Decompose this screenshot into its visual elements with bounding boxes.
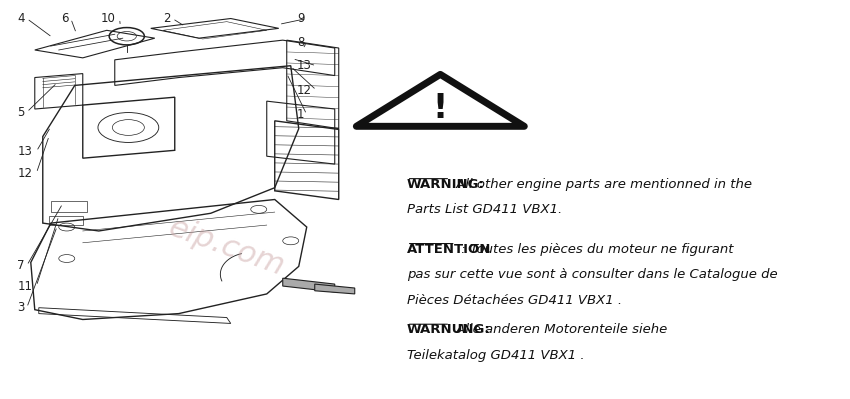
Text: 1: 1 [298,108,304,121]
Text: 4: 4 [17,12,25,25]
Text: pas sur cette vue sont à consulter dans le Catalogue de: pas sur cette vue sont à consulter dans … [407,269,778,281]
Text: !: ! [433,92,448,125]
Polygon shape [283,278,335,292]
Text: 8: 8 [298,36,304,49]
Text: WARNING:: WARNING: [407,178,484,191]
Text: 13: 13 [17,145,32,158]
Text: 5: 5 [17,106,25,119]
Bar [49,215,82,225]
Text: ATTENTION: ATTENTION [407,243,491,256]
Text: 13: 13 [298,59,312,72]
Text: 7: 7 [17,259,25,272]
Text: 12: 12 [298,84,312,97]
Text: 3: 3 [17,301,25,314]
Text: Parts List GD411 VBX1.: Parts List GD411 VBX1. [407,203,562,216]
Text: 11: 11 [17,280,32,292]
Polygon shape [314,284,354,294]
Text: 12: 12 [17,167,32,180]
Text: Alle anderen Motorenteile siehe: Alle anderen Motorenteile siehe [452,324,667,336]
Text: 10: 10 [100,12,116,25]
Text: Pièces Détachées GD411 VBX1 .: Pièces Détachées GD411 VBX1 . [407,294,622,307]
Text: Teilekatalog GD411 VBX1 .: Teilekatalog GD411 VBX1 . [407,349,584,362]
Text: : Toutes les pièces du moteur ne figurant: : Toutes les pièces du moteur ne figuran… [457,243,734,256]
Text: WARNUNG:: WARNUNG: [407,324,490,336]
Text: 9: 9 [298,12,304,25]
Text: 6: 6 [61,12,69,25]
Text: eip.com: eip.com [165,212,289,281]
Text: All other engine parts are mentionned in the: All other engine parts are mentionned in… [452,178,752,191]
Bar [51,201,87,212]
Text: 2: 2 [162,12,170,25]
